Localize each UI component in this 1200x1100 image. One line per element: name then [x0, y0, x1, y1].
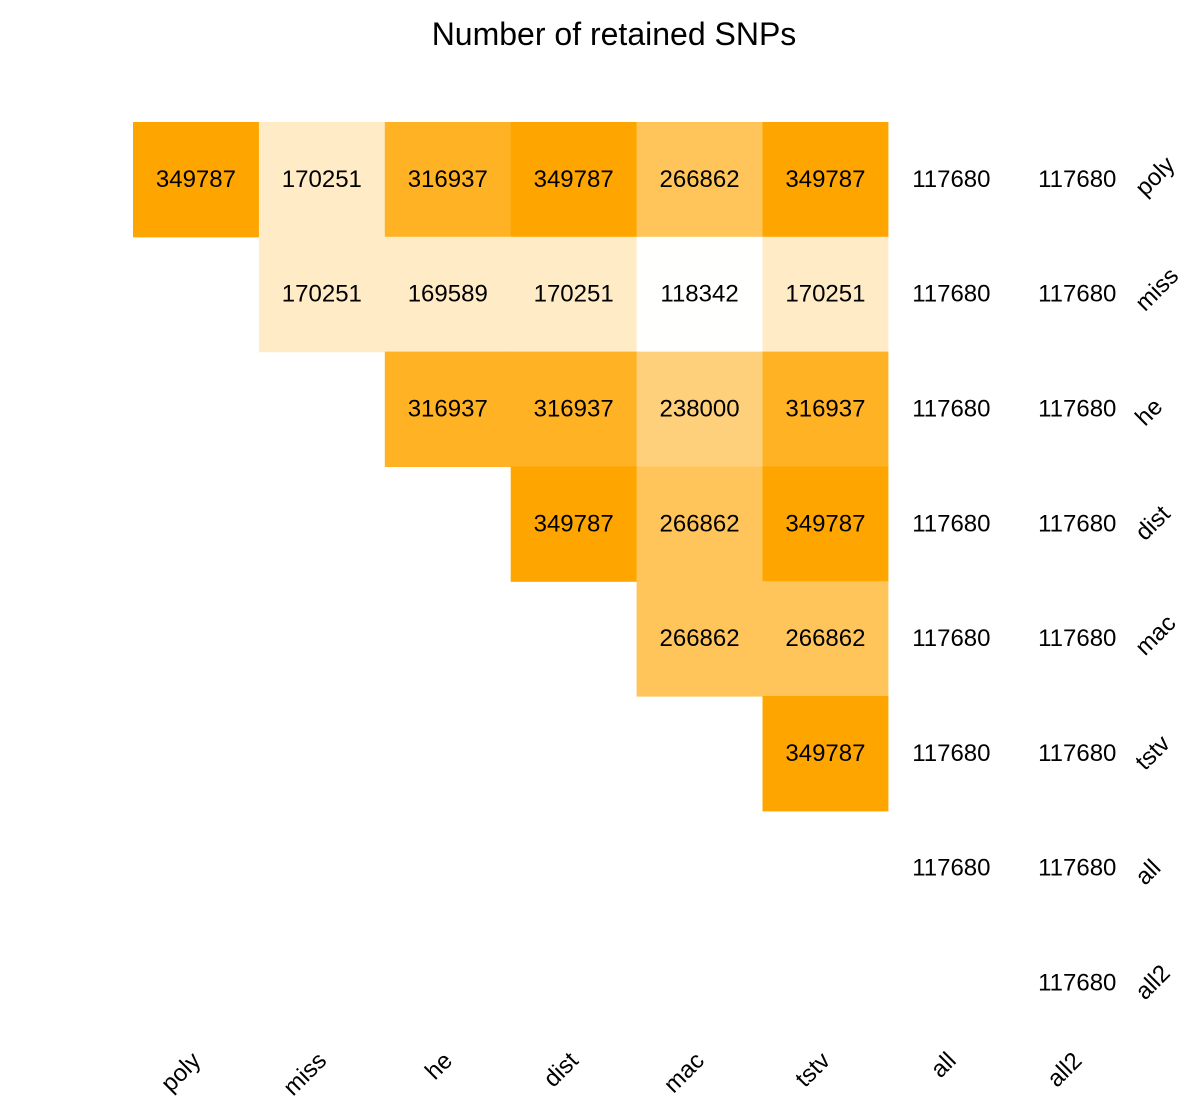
heatmap-cell: [636, 122, 764, 238]
cell-value-label: 316937: [534, 396, 614, 423]
heatmap-cell: [636, 236, 764, 353]
cell-value-label: 169589: [408, 281, 488, 308]
heatmap-cell: [1014, 351, 1141, 467]
cell-value-label: 266862: [660, 625, 740, 652]
heatmap-cell: [1014, 925, 1141, 1041]
heatmap-cell: [258, 122, 386, 238]
x-tick-label: dist: [538, 1047, 584, 1093]
cell-value-label: 349787: [534, 166, 614, 193]
cell-value-label: 266862: [660, 510, 740, 537]
heatmap-cell: [1014, 581, 1141, 697]
values-layer: 349787 170251 316937 349787 266862 349787 1176…: [156, 166, 1117, 997]
x-tick-label: all2: [1042, 1047, 1088, 1093]
heatmap-cell: [384, 236, 512, 353]
heatmap-cell: [133, 122, 260, 238]
cell-value-label: 117680: [912, 281, 990, 308]
heatmap-cell: [762, 351, 889, 467]
cell-value-label: 349787: [534, 510, 614, 537]
heatmap-cell: [888, 236, 1015, 353]
cell-value-label: 117680: [1038, 281, 1116, 308]
cell-value-label: 170251: [282, 166, 362, 193]
cell-value-label: 349787: [785, 166, 865, 193]
x-tick-label: tstv: [790, 1047, 835, 1092]
cell-value-label: 117680: [912, 166, 990, 193]
cell-value-label: 117680: [912, 740, 990, 767]
cell-value-label: 170251: [785, 281, 865, 308]
cell-value-label: 117680: [912, 625, 990, 652]
heatmap-cell: [384, 351, 512, 467]
heatmap-cell: [1014, 122, 1141, 238]
heatmap-cell: [510, 351, 638, 467]
chart-title: Number of retained SNPs: [431, 16, 797, 52]
cell-value-label: 117680: [1038, 970, 1116, 997]
cells-layer: [133, 122, 1141, 1041]
heatmap-cell: [1014, 696, 1141, 812]
cell-value-label: 117680: [1038, 510, 1116, 537]
cell-value-label: 117680: [1038, 625, 1116, 652]
cell-value-label: 170251: [534, 281, 614, 308]
cell-value-label: 117680: [1038, 740, 1116, 767]
cell-value-label: 117680: [1038, 166, 1116, 193]
heatmap-cell: [888, 466, 1015, 582]
cell-value-label: 117680: [1038, 855, 1116, 882]
heatmap-cell: [888, 351, 1015, 467]
cell-value-label: 117680: [912, 396, 990, 423]
cell-value-label: 349787: [785, 740, 865, 767]
cell-value-label: 117680: [912, 510, 990, 537]
cell-value-label: 238000: [660, 396, 740, 423]
heatmap-cell: [636, 466, 764, 582]
cell-value-label: 349787: [156, 166, 236, 193]
cell-value-label: 316937: [408, 166, 488, 193]
heatmap-cell: [762, 581, 889, 697]
heatmap-cell: [510, 466, 638, 582]
heatmap-cell: [888, 810, 1015, 927]
cell-value-label: 117680: [912, 855, 990, 882]
cell-value-label: 316937: [785, 396, 865, 423]
heatmap-cell: [762, 696, 889, 812]
heatmap-cell: [762, 122, 889, 238]
heatmap-cell: [888, 581, 1015, 697]
heatmap-cell: [888, 122, 1015, 238]
heatmap-cell: [384, 122, 512, 238]
cell-value-label: 266862: [785, 625, 865, 652]
heatmap-cell: [636, 351, 764, 467]
heatmap-cell: [1014, 466, 1141, 582]
x-tick-label: mac: [659, 1047, 710, 1098]
heatmap-cell: [636, 581, 764, 697]
x-tick-label: miss: [278, 1047, 332, 1100]
heatmap-cell: [762, 236, 889, 353]
cell-value-label: 266862: [660, 166, 740, 193]
heatmap-cell: [510, 122, 638, 238]
heatmap-cell: [1014, 236, 1141, 353]
heatmap-cell: [762, 466, 889, 582]
heatmap-cell: [1014, 810, 1141, 927]
x-axis: poly miss he dist mac tstv all all2: [156, 1047, 1088, 1100]
cell-value-label: 316937: [408, 396, 488, 423]
heatmap-cell: [510, 236, 638, 353]
x-tick-label: he: [420, 1047, 458, 1085]
heatmap-cell: [258, 236, 386, 353]
x-tick-label: all: [926, 1047, 962, 1083]
x-tick-label: poly: [156, 1047, 206, 1097]
cell-value-label: 117680: [1038, 396, 1116, 423]
cell-value-label: 170251: [282, 281, 362, 308]
heatmap-cell: [888, 696, 1015, 812]
cell-value-label: 349787: [785, 510, 865, 537]
cell-value-label: 118342: [660, 281, 738, 308]
